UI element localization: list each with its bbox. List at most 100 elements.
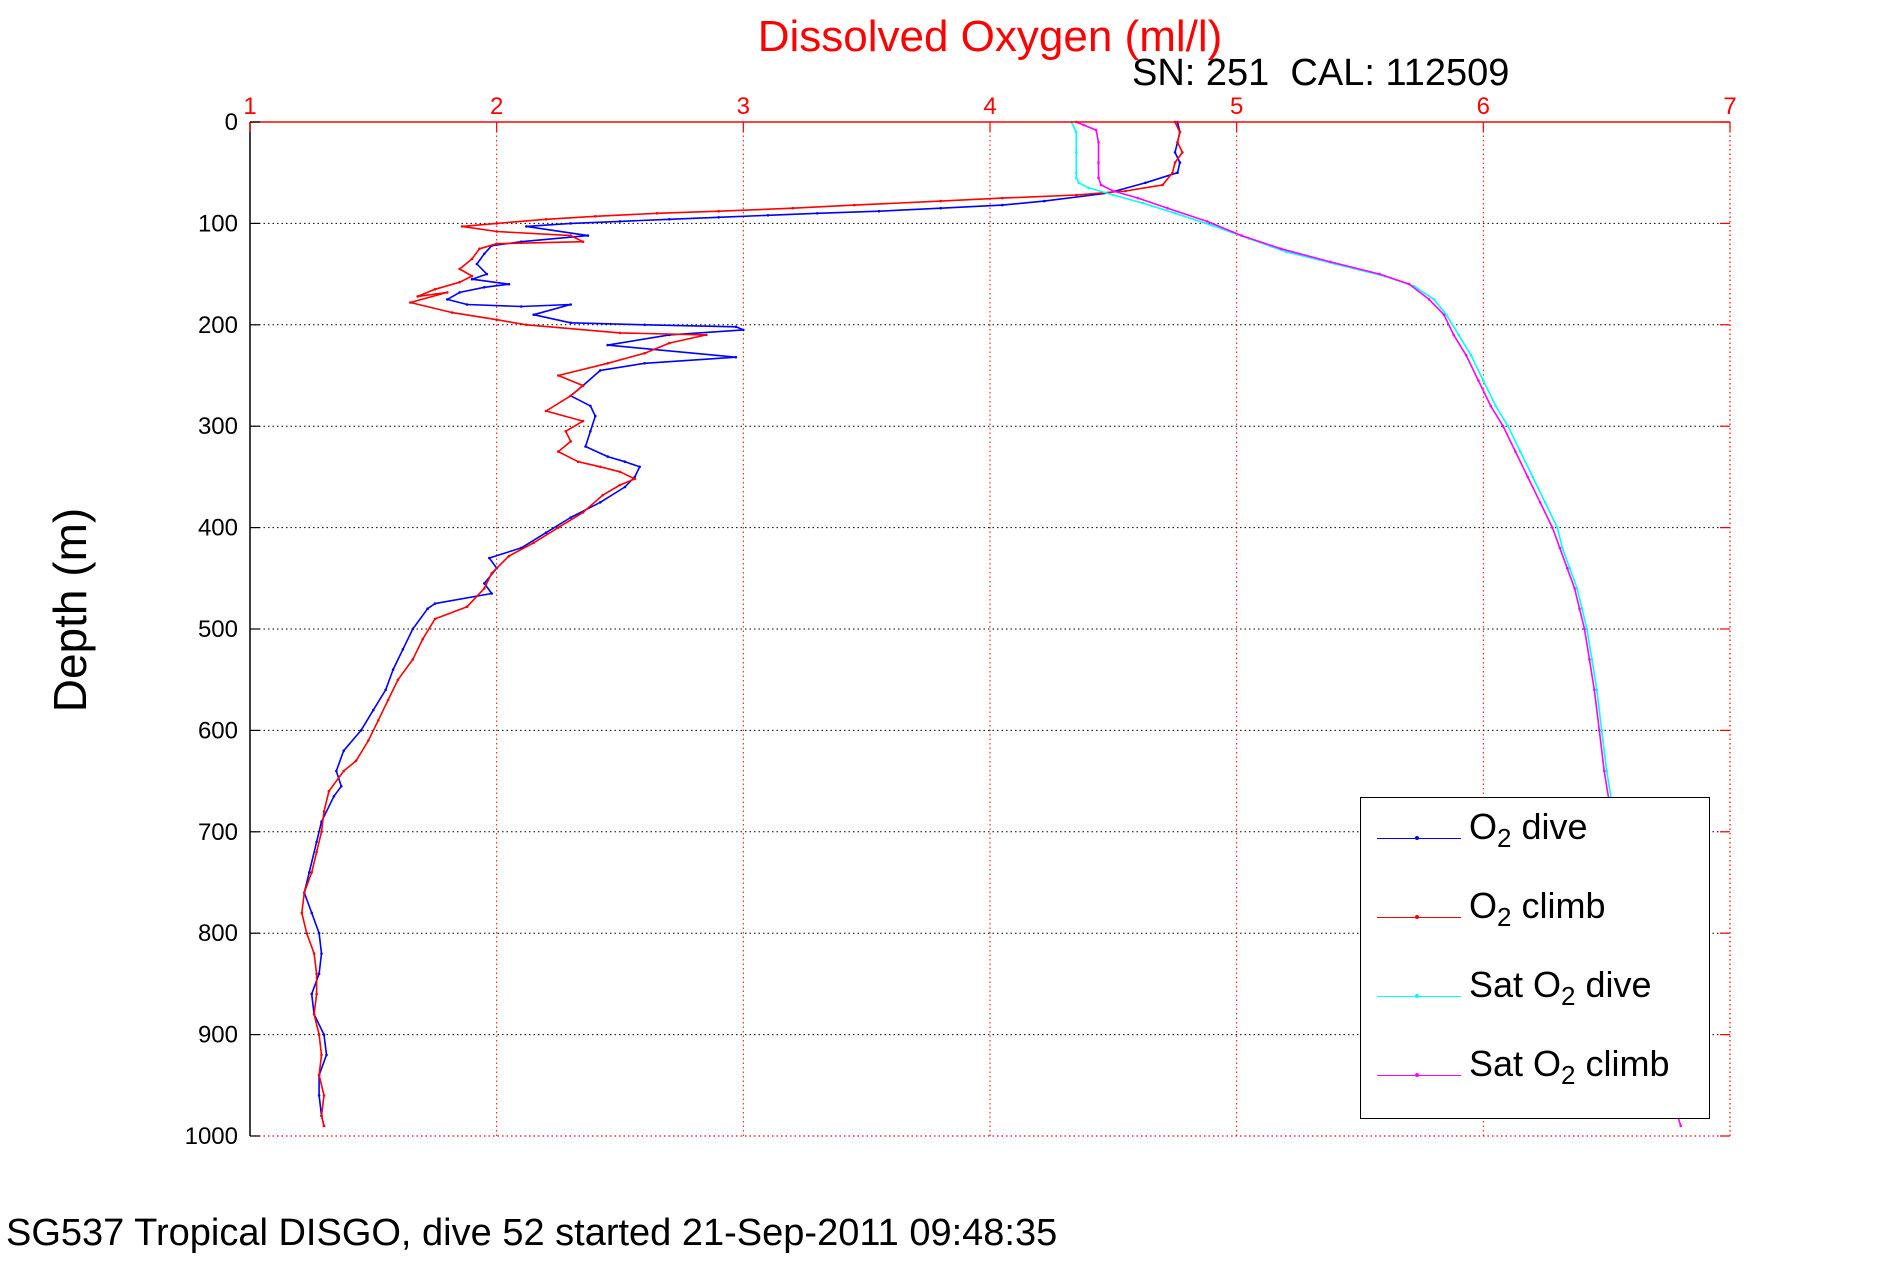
data-point <box>581 419 585 423</box>
data-point <box>623 485 627 489</box>
data-point <box>1173 161 1177 164</box>
legend-label-sat-o2-climb: Sat O2 climb <box>1469 1043 1670 1090</box>
data-point <box>1551 526 1554 529</box>
data-point <box>495 318 499 322</box>
data-point <box>495 230 499 233</box>
data-point <box>465 303 469 306</box>
data-point <box>1568 566 1571 570</box>
data-point <box>495 222 499 225</box>
data-point <box>525 323 528 327</box>
data-point <box>411 658 415 661</box>
data-point <box>322 1094 326 1097</box>
data-point <box>1112 189 1115 193</box>
data-point <box>734 325 738 329</box>
data-point <box>599 369 602 372</box>
data-point <box>766 214 770 217</box>
data-point <box>1001 203 1004 207</box>
data-point <box>470 257 474 261</box>
data-point <box>507 282 511 286</box>
legend-entry-sat-o2-climb: Sat O2 climb <box>1361 1035 1709 1095</box>
data-point <box>1600 729 1603 732</box>
data-point <box>1178 130 1182 134</box>
data-point <box>335 769 338 773</box>
data-point <box>581 240 585 243</box>
data-point <box>584 445 587 448</box>
legend-label-o2-dive: O2 dive <box>1469 806 1588 853</box>
data-point <box>327 789 331 793</box>
data-point <box>643 362 646 365</box>
data-point <box>1043 199 1046 203</box>
data-point <box>1097 161 1100 164</box>
data-point <box>520 305 523 308</box>
y-tick-label: 100 <box>198 210 238 237</box>
data-point <box>1279 247 1283 251</box>
data-point <box>372 708 375 712</box>
data-point <box>458 267 462 271</box>
data-point <box>1578 607 1581 610</box>
data-point <box>581 511 585 514</box>
data-point <box>433 617 437 621</box>
data-point <box>315 840 318 844</box>
data-point <box>1240 234 1243 237</box>
x-tick-label: 2 <box>490 93 503 120</box>
data-point <box>1001 196 1004 200</box>
data-point <box>483 582 486 585</box>
data-point <box>1378 272 1381 276</box>
data-point <box>643 351 646 355</box>
data-point <box>1469 353 1473 357</box>
data-point <box>1077 181 1081 185</box>
data-point <box>1136 196 1140 200</box>
data-point <box>315 850 318 854</box>
data-point <box>717 216 720 219</box>
data-point <box>342 769 346 773</box>
data-point <box>668 218 671 221</box>
data-point <box>1442 313 1446 317</box>
chart-subtitle: SN: 251 CAL: 112509 <box>1132 52 1510 94</box>
data-point <box>569 234 572 237</box>
data-point <box>1181 151 1184 154</box>
data-point <box>1097 176 1100 180</box>
data-point <box>354 759 358 763</box>
data-point <box>633 477 637 481</box>
data-point <box>1580 607 1584 610</box>
data-point <box>305 931 309 935</box>
data-point <box>734 355 738 359</box>
data-point <box>1565 566 1569 570</box>
data-point <box>1178 161 1182 164</box>
data-point <box>1506 424 1510 428</box>
data-point <box>1593 688 1596 692</box>
data-point <box>317 931 321 935</box>
x-tick-label: 4 <box>983 93 996 120</box>
axes: 1 2 3 4 5 6 7 0 100 200 300 400 500 600 700 800 900 1000 <box>185 93 1737 1150</box>
data-point <box>401 648 405 651</box>
data-point <box>495 242 499 245</box>
data-point <box>433 602 437 605</box>
data-point <box>320 1053 323 1057</box>
data-point <box>1598 729 1601 732</box>
data-point <box>633 475 637 479</box>
data-point <box>325 1053 328 1057</box>
series-layer <box>300 120 1682 1128</box>
data-point <box>426 607 429 610</box>
data-point <box>1408 282 1411 286</box>
data-point <box>606 455 609 458</box>
data-point <box>1166 206 1169 210</box>
data-point <box>1489 404 1492 408</box>
data-point <box>322 1033 326 1036</box>
data-point <box>1556 526 1559 529</box>
data-point <box>1141 201 1145 205</box>
x-tick-label: 1 <box>243 93 256 120</box>
data-point <box>655 212 659 215</box>
data-point <box>451 311 454 314</box>
data-point <box>307 871 311 874</box>
data-point <box>411 627 415 631</box>
y-tick-label: 900 <box>198 1022 238 1049</box>
data-point <box>483 252 486 256</box>
data-point <box>1445 313 1448 317</box>
data-point <box>488 556 491 560</box>
series-line-1 <box>300 121 1184 1127</box>
data-point <box>1494 404 1497 408</box>
data-point <box>606 362 609 365</box>
data-point <box>544 531 548 534</box>
data-point <box>310 911 314 915</box>
